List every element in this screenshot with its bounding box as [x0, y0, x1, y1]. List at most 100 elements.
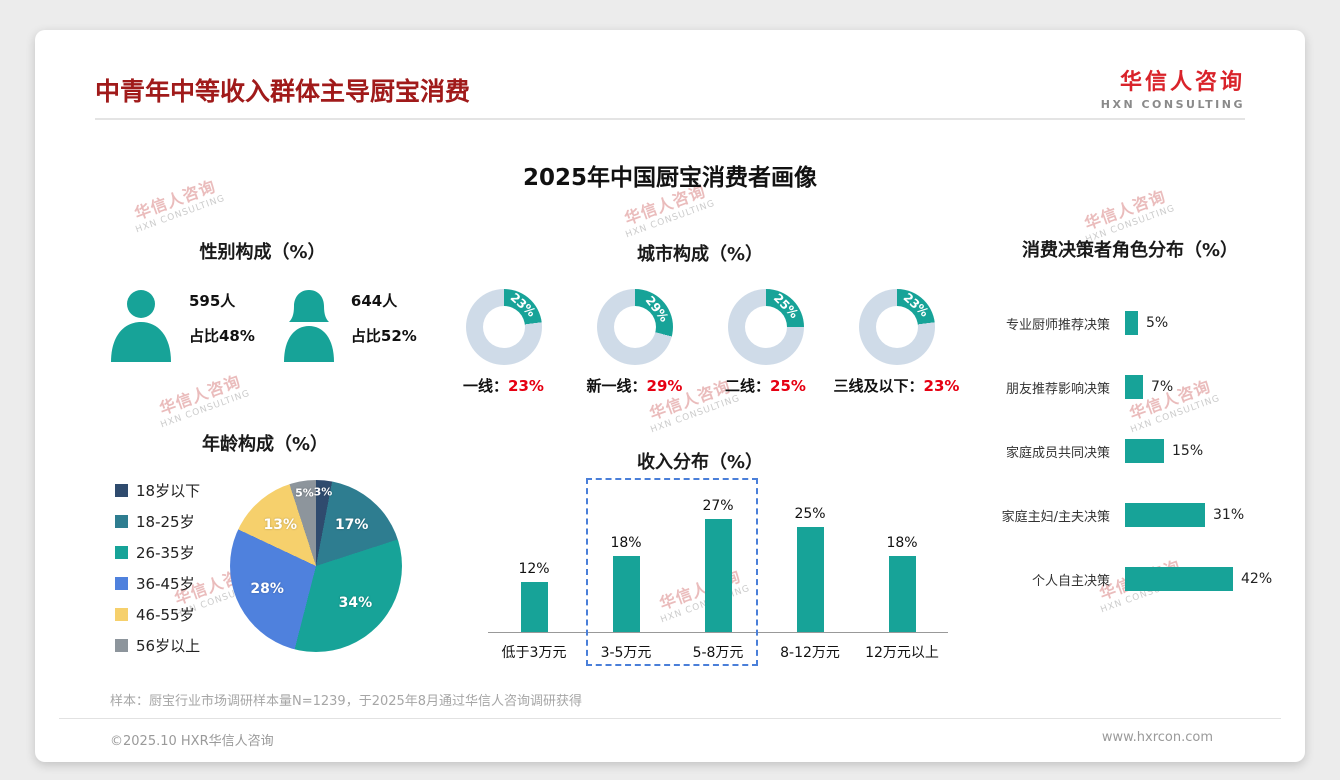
female-stats: 644人 占比52%: [351, 288, 417, 346]
age-legend-item: 18岁以下: [115, 480, 200, 500]
decision-value-label: 15%: [1172, 443, 1204, 459]
age-legend-swatch: [115, 545, 128, 559]
decision-bar: [1125, 567, 1233, 591]
donut-hole: [875, 306, 918, 348]
income-value-label: 12%: [518, 561, 550, 577]
footer-divider: [59, 718, 1281, 719]
age-legend: 18岁以下 18-25岁 26-35岁 36-45岁 46-55岁 56岁以上: [115, 480, 200, 655]
income-bar: [612, 556, 640, 632]
age-legend-swatch: [115, 607, 128, 621]
decision-bar: [1125, 375, 1143, 399]
age-slice-label: 17%: [334, 517, 369, 534]
age-legend-item: 46-55岁: [115, 604, 200, 624]
city-value: 23%: [923, 377, 960, 395]
decision-row: 家庭成员共同决策 15%: [990, 438, 1302, 464]
decision-section: 消费决策者角色分布（%） 专业厨师推荐决策 5% 朋友推荐影响决策 7% 家庭成员共同决…: [990, 236, 1302, 630]
decision-value-label: 5%: [1146, 315, 1169, 331]
decision-row: 个人自主决策 42%: [990, 566, 1302, 592]
income-category-label: 3-5万元: [600, 645, 652, 661]
city-donut-block: 23% 三线及以下：23%: [831, 289, 962, 396]
city-donut: 25%: [727, 289, 804, 365]
income-bars: 12% 18% 27% 25% 18%: [488, 484, 948, 632]
donut-hole: [744, 306, 787, 348]
age-legend-swatch: [115, 576, 128, 590]
city-section: 城市构成（%） 23% 一线：23% 29% 新一线：29% 25% 二线：25% 23% 三…: [435, 240, 965, 396]
age-legend-label: 26-35岁: [136, 543, 195, 562]
main-title: 2025年中国厨宝消费者画像: [522, 165, 817, 191]
income-bar-slot: 12%: [488, 484, 580, 632]
decision-bar: [1125, 311, 1138, 335]
age-legend-item: 26-35岁: [115, 542, 200, 562]
city-value: 29%: [646, 377, 683, 395]
city-section-title: 城市构成（%）: [636, 244, 764, 265]
income-value-label: 18%: [610, 535, 642, 551]
city-donut-block: 29% 新一线：29%: [569, 289, 700, 396]
slide-card: 华信人咨询 HXN CONSULTING 华信人咨询 HXN CONSULTING 华信…: [35, 30, 1305, 762]
donut-hole: [613, 306, 656, 348]
income-bar-slot: 18%: [856, 484, 948, 632]
sample-note: 样本：厨宝行业市场调研样本量N=1239，于2025年8月通过华信人咨询调研获得: [110, 694, 583, 709]
gender-row: 595人 占比48% 644人 占比52%: [95, 288, 445, 362]
page-title: 中青年中等收入群体主导厨宝消费: [95, 77, 471, 106]
city-donut-caption: 三线及以下：23%: [834, 375, 960, 396]
city-donut-row: 23% 一线：23% 29% 新一线：29% 25% 二线：25% 23% 三线及以下：23%: [435, 289, 965, 396]
decision-section-title: 消费决策者角色分布（%）: [1021, 240, 1239, 261]
age-slice-label: 13%: [263, 517, 298, 534]
city-label: 二线：: [725, 377, 771, 395]
decision-value-label: 7%: [1151, 379, 1174, 395]
age-legend-item: 56岁以上: [115, 635, 200, 655]
age-legend-label: 56岁以上: [136, 636, 201, 655]
decision-category-label: 家庭主妇/主夫决策: [1001, 509, 1110, 525]
male-stats: 595人 占比48%: [189, 288, 255, 346]
city-donut-caption: 一线：23%: [463, 375, 544, 396]
decision-row: 朋友推荐影响决策 7%: [990, 374, 1302, 400]
income-category-label: 8-12万元: [780, 645, 840, 661]
city-label: 三线及以下：: [833, 377, 924, 395]
slide-content: 中青年中等收入群体主导厨宝消费 华信人咨询 HXN CONSULTING 202…: [35, 30, 1305, 762]
decision-row: 专业厨师推荐决策 5%: [990, 310, 1302, 336]
income-bar-slot: 27%: [672, 484, 764, 632]
age-section: 年龄构成（%） 18岁以下 18-25岁 26-35岁 36-45岁 46-55岁 56岁…: [95, 430, 455, 730]
income-bar: [520, 582, 548, 632]
female-count: 644人: [350, 292, 398, 310]
age-legend-item: 18-25岁: [115, 511, 200, 531]
company-logo: 华信人咨询 HXN CONSULTING: [1101, 64, 1245, 111]
header-divider: [95, 118, 1245, 120]
male-share: 占比48%: [189, 327, 255, 345]
city-label: 新一线：: [586, 377, 647, 395]
city-donut-block: 25% 二线：25%: [700, 289, 831, 396]
decision-value-label: 31%: [1213, 507, 1245, 523]
income-bar: [888, 556, 916, 632]
income-category-label: 低于3万元: [501, 645, 567, 661]
city-donut: 23%: [858, 289, 935, 365]
city-value: 25%: [770, 377, 806, 395]
city-value: 23%: [508, 377, 544, 395]
income-bar: [704, 519, 732, 632]
decision-category-label: 家庭成员共同决策: [1005, 445, 1110, 461]
footer-copyright: ©2025.10 HXR华信人咨询: [110, 734, 274, 749]
age-legend-swatch: [115, 514, 128, 528]
decision-value-label: 42%: [1241, 571, 1273, 587]
age-legend-item: 36-45岁: [115, 573, 200, 593]
age-legend-swatch: [115, 483, 128, 497]
age-legend-label: 46-55岁: [136, 605, 195, 624]
age-slice-label: 28%: [250, 580, 284, 597]
city-label: 一线：: [463, 377, 509, 395]
city-donut-caption: 新一线：29%: [587, 375, 683, 396]
decision-bar: [1125, 439, 1164, 463]
income-value-label: 25%: [794, 506, 826, 522]
logo-text-cn: 华信人咨询: [1119, 70, 1245, 95]
decision-category-label: 个人自主决策: [1031, 573, 1110, 589]
income-x-labels: 低于3万元 3-5万元 5-8万元 8-12万元 12万元以上: [488, 632, 948, 662]
city-donut-caption: 二线：25%: [725, 375, 806, 396]
age-slice-label: 5%: [295, 486, 314, 500]
income-bar-slot: 18%: [580, 484, 672, 632]
decision-category-label: 专业厨师推荐决策: [1005, 317, 1110, 333]
income-bar-slot: 25%: [764, 484, 856, 632]
age-legend-label: 36-45岁: [136, 574, 195, 593]
age-section-title: 年龄构成（%）: [201, 434, 329, 455]
city-donut: 29%: [596, 289, 673, 365]
female-user-icon: [283, 290, 334, 362]
age-slice-label: 3%: [313, 485, 333, 499]
